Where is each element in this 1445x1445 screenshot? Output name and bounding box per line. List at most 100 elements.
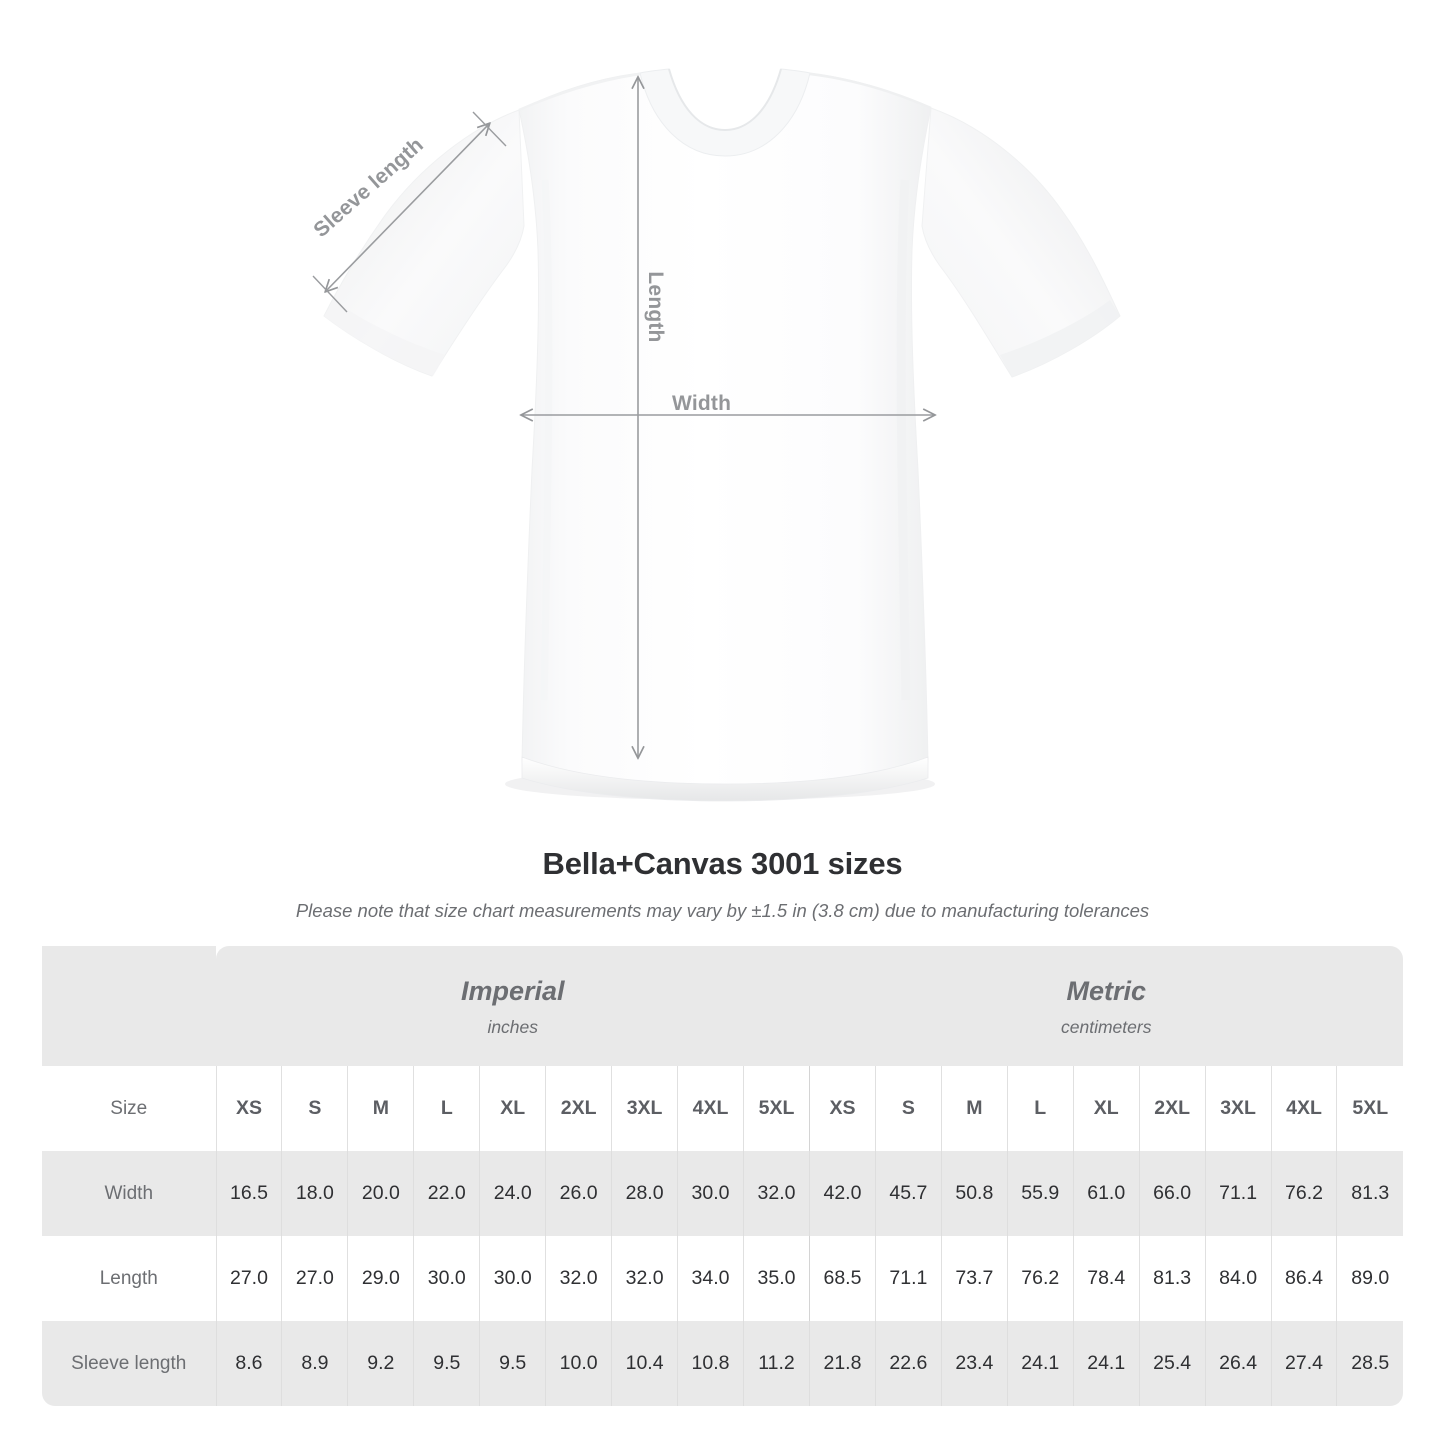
unit-systems-corner-spacer — [42, 946, 216, 1066]
cell-length-s-metric: 71.1 — [874, 1236, 942, 1321]
cell-sleeve-length-xs-imperial: 8.6 — [215, 1321, 282, 1406]
page-title: Bella+Canvas 3001 sizes — [542, 846, 903, 881]
cell-length-4xl-metric: 86.4 — [1270, 1236, 1337, 1321]
cell-width-xl-metric: 61.0 — [1072, 1151, 1140, 1236]
cell-sleeve-length-l-metric: 24.1 — [1006, 1321, 1074, 1406]
cell-length-xl-metric: 78.4 — [1072, 1236, 1140, 1321]
tolerance-note: Please note that size chart measurements… — [295, 900, 1150, 921]
size-col-2xl-metric: 2XL — [1138, 1066, 1206, 1151]
cell-length-xs-imperial: 27.0 — [215, 1236, 282, 1321]
cell-length-m-metric: 73.7 — [940, 1236, 1008, 1321]
size-col-l-metric: L — [1006, 1066, 1074, 1151]
cell-width-m-metric: 50.8 — [940, 1151, 1008, 1236]
row-header-sleeve-length: Sleeve length — [42, 1321, 216, 1406]
size-col-s-metric: S — [874, 1066, 942, 1151]
cell-width-5xl-imperial: 32.0 — [743, 1151, 810, 1236]
cell-length-xs-metric: 68.5 — [808, 1236, 876, 1321]
cell-width-2xl-imperial: 26.0 — [545, 1151, 612, 1236]
cell-width-3xl-metric: 71.1 — [1204, 1151, 1272, 1236]
size-col-m-imperial: M — [347, 1066, 414, 1151]
right-shoulder-seam — [809, 72, 932, 110]
size-col-xl-metric: XL — [1072, 1066, 1140, 1151]
cell-width-4xl-metric: 76.2 — [1270, 1151, 1337, 1236]
cell-width-5xl-metric: 81.3 — [1336, 1151, 1403, 1236]
cell-sleeve-length-m-metric: 23.4 — [940, 1321, 1008, 1406]
cell-sleeve-length-m-imperial: 9.2 — [347, 1321, 414, 1406]
unit-systems-row: Imperial inches Metric centimeters — [42, 946, 1403, 1066]
cell-length-2xl-metric: 81.3 — [1138, 1236, 1206, 1321]
size-col-s-imperial: S — [281, 1066, 348, 1151]
cell-sleeve-length-xs-metric: 21.8 — [808, 1321, 876, 1406]
cell-sleeve-length-5xl-metric: 28.5 — [1336, 1321, 1403, 1406]
cell-sleeve-length-3xl-metric: 26.4 — [1204, 1321, 1272, 1406]
cell-width-4xl-imperial: 30.0 — [677, 1151, 744, 1236]
cell-length-4xl-imperial: 34.0 — [677, 1236, 744, 1321]
bottom-hem — [521, 756, 929, 802]
unit-group-imperial-name: Imperial — [460, 976, 565, 1006]
cell-length-5xl-metric: 89.0 — [1336, 1236, 1403, 1321]
size-chart-heading: Bella+Canvas 3001 sizes Please note that… — [0, 846, 1445, 923]
cell-length-3xl-metric: 84.0 — [1204, 1236, 1272, 1321]
cell-sleeve-length-s-imperial: 8.9 — [281, 1321, 348, 1406]
cell-length-s-imperial: 27.0 — [281, 1236, 348, 1321]
right-body-crease — [896, 179, 911, 701]
size-col-xl-imperial: XL — [479, 1066, 546, 1151]
width-label: Width — [672, 392, 732, 415]
cell-width-m-imperial: 20.0 — [347, 1151, 414, 1236]
left-sleeve-hem — [324, 300, 445, 376]
table-row-width: Width 16.5 18.0 20.0 22.0 24.0 26.0 28.0 30.0 32… — [42, 1151, 1403, 1236]
cell-sleeve-length-4xl-metric: 27.4 — [1270, 1321, 1337, 1406]
cell-width-l-imperial: 22.0 — [413, 1151, 480, 1236]
sleeve-length-arrow — [326, 124, 489, 291]
unit-group-imperial-unit: inches — [487, 1017, 539, 1037]
cell-length-m-imperial: 29.0 — [347, 1236, 414, 1321]
cell-length-5xl-imperial: 35.0 — [743, 1236, 810, 1321]
cell-width-xs-metric: 42.0 — [808, 1151, 876, 1236]
sleeve-length-tick-top — [472, 111, 507, 147]
cell-length-l-metric: 76.2 — [1006, 1236, 1074, 1321]
cell-sleeve-length-3xl-imperial: 10.4 — [611, 1321, 678, 1406]
size-col-5xl-imperial: 5XL — [743, 1066, 810, 1151]
size-col-2xl-imperial: 2XL — [545, 1066, 612, 1151]
cell-sleeve-length-s-metric: 22.6 — [874, 1321, 942, 1406]
length-label: Length — [644, 271, 667, 343]
cell-sleeve-length-2xl-imperial: 10.0 — [545, 1321, 612, 1406]
size-col-m-metric: M — [940, 1066, 1008, 1151]
table-row-sleeve-length: Sleeve length 8.6 8.9 9.2 9.5 9.5 10.0 10.4 10.… — [42, 1321, 1403, 1406]
right-sleeve — [921, 107, 1121, 378]
cell-sleeve-length-5xl-imperial: 11.2 — [743, 1321, 810, 1406]
tshirt-illustration — [312, 68, 1121, 802]
cell-sleeve-length-4xl-imperial: 10.8 — [677, 1321, 744, 1406]
cell-sleeve-length-2xl-metric: 25.4 — [1138, 1321, 1206, 1406]
unit-group-imperial: Imperial inches — [216, 946, 810, 1066]
row-header-width: Width — [42, 1151, 216, 1236]
size-col-5xl-metric: 5XL — [1336, 1066, 1403, 1151]
table-row-length: Length 27.0 27.0 29.0 30.0 30.0 32.0 32.0 34.0 3… — [42, 1236, 1403, 1321]
row-header-length: Length — [42, 1236, 216, 1321]
cell-width-s-imperial: 18.0 — [281, 1151, 348, 1236]
size-chart-table: Imperial inches Metric centimeters Size … — [42, 946, 1403, 1406]
cell-length-xl-imperial: 30.0 — [479, 1236, 546, 1321]
size-col-xs-imperial: XS — [215, 1066, 282, 1151]
size-chart-table-container: Imperial inches Metric centimeters Size … — [42, 946, 1403, 1406]
cell-length-2xl-imperial: 32.0 — [545, 1236, 612, 1321]
table-header-row: Size XS S M L XL 2XL 3XL 4XL 5XL XS S M L XL 2XL 3XL 4XL… — [42, 1066, 1403, 1151]
unit-group-metric: Metric centimeters — [809, 946, 1403, 1066]
size-col-4xl-metric: 4XL — [1270, 1066, 1337, 1151]
unit-group-metric-unit: centimeters — [1061, 1017, 1152, 1037]
shirt-body — [518, 72, 932, 787]
size-col-3xl-imperial: 3XL — [611, 1066, 678, 1151]
tshirt-diagram: Sleeve length Length Width — [309, 68, 1121, 802]
sleeve-length-tick-bottom — [312, 275, 348, 313]
cell-sleeve-length-l-imperial: 9.5 — [413, 1321, 480, 1406]
neckline-inner-edge — [668, 68, 782, 132]
cell-width-s-metric: 45.7 — [874, 1151, 942, 1236]
cell-width-2xl-metric: 66.0 — [1138, 1151, 1206, 1236]
size-col-l-imperial: L — [413, 1066, 480, 1151]
cell-width-3xl-imperial: 28.0 — [611, 1151, 678, 1236]
cell-width-xl-imperial: 24.0 — [479, 1151, 546, 1236]
right-sleeve-hem — [1000, 300, 1120, 377]
size-col-4xl-imperial: 4XL — [677, 1066, 744, 1151]
size-label: Size — [42, 1066, 216, 1151]
cell-length-3xl-imperial: 32.0 — [611, 1236, 678, 1321]
